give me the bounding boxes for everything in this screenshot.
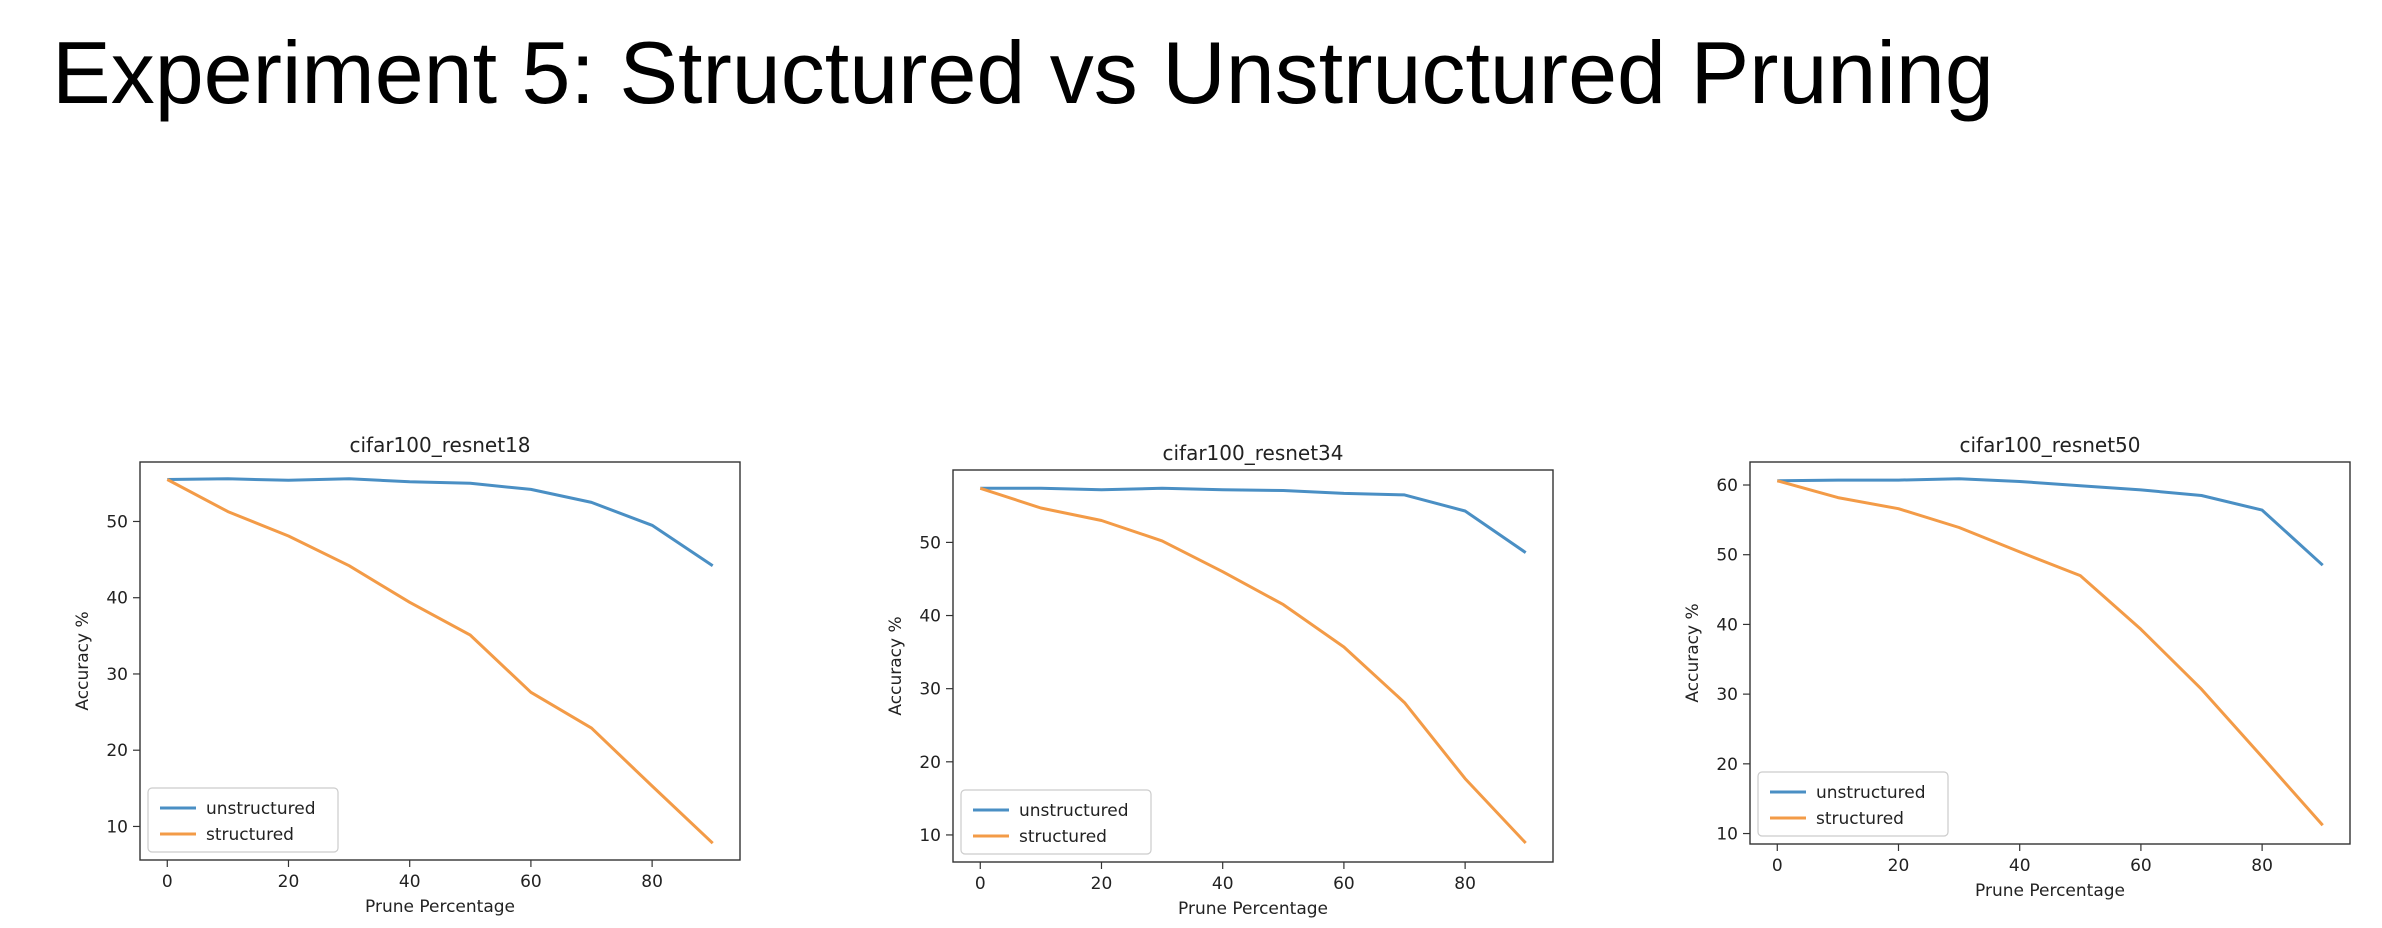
legend-label-unstructured: unstructured — [206, 799, 316, 819]
x-axis-label: Prune Percentage — [1178, 899, 1328, 919]
chart-panel-resnet34: cifar100_resnet34 0 20 40 60 80 10 20 30 40 50 Prun… — [873, 430, 1573, 920]
y-tick-label: 20 — [919, 753, 941, 773]
y-tick-label: 50 — [1716, 546, 1738, 566]
y-tick-label: 10 — [919, 826, 941, 846]
y-axis-label: Accuracy % — [1683, 603, 1703, 702]
legend-box — [960, 789, 1152, 855]
line-chart-resnet18: cifar100_resnet18 0 20 40 60 80 10 20 30 40 50 Prun… — [73, 433, 741, 917]
series-line-unstructured — [980, 486, 1527, 554]
legend-label-structured: structured — [1816, 809, 1904, 829]
y-tick-label: 30 — [919, 680, 941, 700]
legend-label-structured: structured — [206, 825, 294, 845]
x-axis-label: Prune Percentage — [1975, 881, 2125, 901]
y-tick-label: 30 — [106, 665, 128, 685]
series-line-unstructured — [1777, 477, 2324, 567]
plot-frame — [952, 469, 1554, 863]
series-line-unstructured — [167, 477, 714, 567]
x-tick-label: 40 — [1212, 874, 1234, 894]
y-tick-label: 30 — [1716, 685, 1738, 705]
x-tick-label: 0 — [162, 872, 173, 892]
y-tick-label: 40 — [106, 589, 128, 609]
series-line-structured — [979, 486, 1527, 845]
y-tick-label: 40 — [919, 607, 941, 627]
x-tick-label: 60 — [520, 872, 542, 892]
legend-box — [147, 787, 339, 853]
x-tick-label: 40 — [2009, 856, 2031, 876]
x-axis-label: Prune Percentage — [365, 897, 515, 917]
line-chart-resnet34: cifar100_resnet34 0 20 40 60 80 10 20 30 40 50 Prun… — [886, 441, 1554, 919]
x-tick-label: 20 — [278, 872, 300, 892]
x-tick-label: 0 — [975, 874, 986, 894]
x-tick-label: 60 — [1333, 874, 1355, 894]
plot-frame — [1749, 461, 2351, 845]
y-tick-label: 50 — [919, 533, 941, 553]
x-tick-label: 80 — [2251, 856, 2273, 876]
y-axis-label: Accuracy % — [886, 616, 906, 715]
y-tick-label: 20 — [106, 741, 128, 761]
chart-legend: unstructured structured — [960, 789, 1152, 855]
y-axis-label: Accuracy % — [73, 611, 93, 710]
slide-title: Experiment 5: Structured vs Unstructured… — [52, 23, 1994, 122]
chart-title: cifar100_resnet18 — [349, 433, 530, 457]
y-tick-label: 10 — [1716, 825, 1738, 845]
chart-title: cifar100_resnet50 — [1959, 433, 2140, 457]
x-tick-label: 80 — [641, 872, 663, 892]
legend-box — [1757, 771, 1949, 837]
x-tick-label: 20 — [1888, 856, 1910, 876]
x-tick-label: 80 — [1454, 874, 1476, 894]
x-tick-label: 20 — [1091, 874, 1113, 894]
x-tick-label: 60 — [2130, 856, 2152, 876]
y-tick-label: 40 — [1716, 615, 1738, 635]
chart-legend: unstructured structured — [1757, 771, 1949, 837]
y-tick-label: 50 — [106, 512, 128, 532]
series-line-structured — [1776, 479, 2324, 827]
x-tick-label: 40 — [399, 872, 421, 892]
x-tick-label: 0 — [1772, 856, 1783, 876]
y-tick-label: 10 — [106, 817, 128, 837]
y-tick-label: 60 — [1716, 476, 1738, 496]
series-line-structured — [166, 478, 714, 845]
legend-label-unstructured: unstructured — [1019, 801, 1129, 821]
plot-frame — [139, 461, 741, 861]
chart-legend: unstructured structured — [147, 787, 339, 853]
y-tick-label: 20 — [1716, 755, 1738, 775]
chart-title: cifar100_resnet34 — [1162, 441, 1343, 465]
chart-panel-resnet50: cifar100_resnet50 0 20 40 60 80 10 20 30 40 50 60 Pr… — [1670, 425, 2370, 915]
legend-label-structured: structured — [1019, 827, 1107, 847]
legend-label-unstructured: unstructured — [1816, 783, 1926, 803]
chart-panel-resnet18: cifar100_resnet18 0 20 40 60 80 10 20 30 40 50 Prun… — [60, 430, 760, 920]
